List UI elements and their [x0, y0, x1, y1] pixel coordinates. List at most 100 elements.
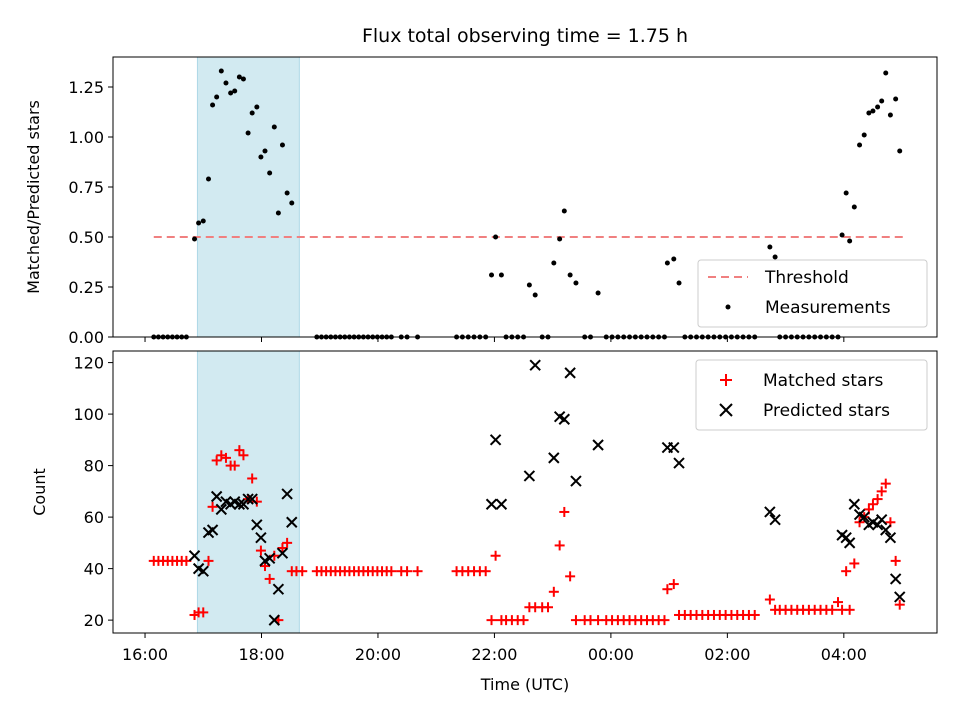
predicted-star-point — [495, 498, 508, 510]
measurement-point — [879, 98, 885, 104]
matched-star-point — [867, 499, 878, 510]
y-tick-label: 0.25 — [68, 278, 104, 297]
matched-star-point — [203, 555, 214, 566]
top-legend-box — [697, 259, 928, 328]
legend-predicted-swatch — [719, 403, 733, 417]
predicted-star-point — [858, 511, 870, 523]
matched-star-point — [662, 584, 673, 595]
matched-star-point — [844, 604, 855, 615]
measurement-point — [551, 260, 557, 266]
y-tick-label: 120 — [73, 354, 104, 373]
measurement-point — [567, 272, 573, 278]
matched-star-point — [198, 607, 209, 618]
legend-measurements-label: Measurements — [765, 298, 891, 318]
measurement-point — [671, 256, 677, 262]
matched-star-point — [764, 594, 775, 605]
matched-star-point — [234, 445, 245, 456]
measurement-point — [206, 176, 212, 182]
matched-star-point — [559, 506, 570, 517]
y-tick-label: 40 — [84, 560, 104, 579]
matched-star-point — [876, 486, 887, 497]
predicted-star-point — [188, 550, 201, 562]
measurement-point — [210, 102, 216, 108]
matched-star-point — [486, 615, 497, 626]
x-tick-label: 00:00 — [588, 645, 634, 664]
measurement-point — [887, 112, 893, 118]
top-axes-frame — [112, 56, 938, 338]
measurement-point — [284, 190, 290, 196]
matched-star-point — [207, 501, 218, 512]
predicted-star-point — [848, 498, 861, 510]
matched-star-point — [872, 494, 883, 505]
y-tick-label: 1.25 — [68, 78, 104, 97]
measurement-point — [192, 236, 198, 242]
matched-star-point — [565, 571, 576, 582]
measurement-point — [498, 272, 504, 278]
predicted-star-point — [558, 413, 571, 425]
measurement-point — [843, 190, 849, 196]
predicted-star-point — [673, 457, 685, 469]
matched-star-point — [518, 615, 529, 626]
legend-predicted-label: Predicted stars — [763, 401, 890, 421]
top-legend: Threshold Measurements — [697, 259, 928, 328]
count-points — [148, 359, 906, 626]
legend-measurements-swatch — [725, 304, 731, 310]
y-tick-label: 100 — [73, 405, 104, 424]
predicted-star-point — [286, 516, 298, 528]
predicted-star-point — [564, 367, 576, 379]
bottom-axes-frame — [112, 350, 938, 634]
x-tick-label: 04:00 — [821, 645, 867, 664]
measurement-point — [289, 200, 295, 206]
predicted-star-point — [197, 565, 209, 577]
bottom-legend-box — [695, 359, 928, 431]
measurement-point — [861, 132, 867, 138]
matched-star-point — [277, 543, 288, 554]
measurement-point — [232, 88, 238, 94]
measurement-point — [214, 94, 220, 100]
y-tick-label: 60 — [84, 508, 104, 527]
measurement-point — [228, 90, 234, 96]
measurement-point — [218, 68, 224, 74]
measurement-point — [573, 280, 579, 286]
measurement-point — [236, 74, 242, 80]
top-panel: 0.00 0.25 0.50 0.75 1.00 1.25 Matched/Predict… — [24, 56, 938, 347]
measurement-point — [526, 282, 532, 288]
measurement-point — [223, 80, 229, 86]
y-tick-label: 0.00 — [68, 328, 104, 347]
matched-star-point — [890, 555, 901, 566]
predicted-star-point — [268, 614, 281, 626]
measurement-point — [200, 218, 206, 224]
predicted-star-point — [668, 441, 680, 454]
matched-star-point — [570, 615, 581, 626]
matched-star-point — [827, 604, 838, 615]
measurement-point — [866, 110, 872, 116]
x-tick-label: 22:00 — [471, 645, 517, 664]
measurement-point — [493, 234, 499, 240]
measurement-point — [271, 124, 277, 130]
measurement-point — [883, 70, 889, 76]
matched-star-point — [749, 609, 760, 620]
bottom-x-ticks: 16:00 18:00 20:00 22:00 00:00 02:00 04:00 — [122, 633, 867, 664]
matched-star-point — [543, 602, 554, 613]
predicted-star-point — [769, 513, 781, 526]
y-tick-label: 0.50 — [68, 228, 104, 247]
measurement-point — [489, 272, 495, 278]
predicted-star-point — [251, 519, 263, 531]
predicted-star-point — [272, 583, 285, 595]
matched-star-point — [229, 460, 240, 471]
y-tick-label: 20 — [84, 611, 104, 630]
predicted-star-point — [485, 498, 498, 510]
matched-star-point — [554, 540, 565, 551]
bottom-y-ticks: 20 40 60 80 100 120 — [73, 354, 113, 630]
predicted-star-point — [523, 470, 536, 482]
y-tick-label: 80 — [84, 457, 104, 476]
measurement-point — [240, 76, 246, 82]
matched-star-point — [264, 573, 275, 584]
measurement-point — [676, 280, 682, 286]
bottom-y-axis-label: Count — [30, 468, 49, 516]
predicted-star-point — [489, 434, 502, 446]
measurement-point — [847, 238, 853, 244]
matched-star-point — [255, 545, 266, 556]
highlight-band — [196, 56, 300, 338]
predicted-star-point — [592, 439, 604, 451]
